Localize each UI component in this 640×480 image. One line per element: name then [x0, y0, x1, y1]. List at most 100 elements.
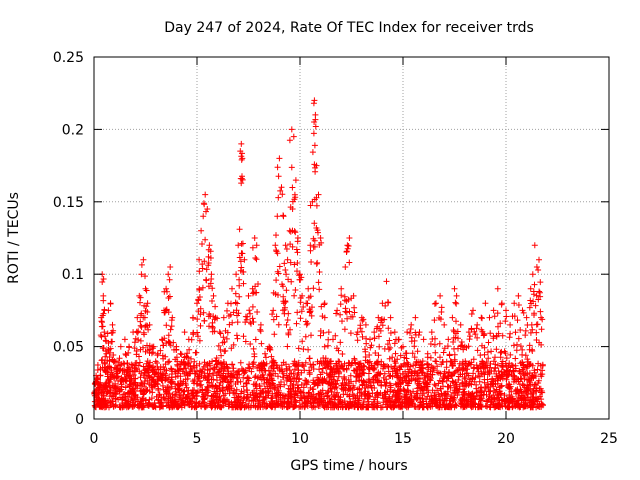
data-point	[197, 311, 204, 318]
data-point	[250, 345, 257, 352]
data-point	[148, 350, 155, 357]
data-point	[303, 378, 310, 384]
data-point	[294, 384, 301, 391]
data-point	[186, 359, 193, 366]
data-point	[110, 352, 117, 358]
data-point	[279, 191, 286, 198]
data-point	[300, 304, 307, 310]
data-point	[232, 290, 239, 297]
data-point	[251, 351, 258, 357]
data-point	[365, 359, 372, 366]
data-point	[495, 323, 501, 330]
data-point	[527, 297, 534, 304]
data-point	[228, 345, 235, 352]
data-point	[225, 370, 232, 377]
data-point	[335, 397, 341, 403]
data-point	[391, 340, 398, 347]
data-point	[324, 358, 331, 365]
y-axis-label: ROTI / TECUs	[6, 192, 22, 284]
data-point	[456, 383, 463, 390]
data-point	[353, 331, 360, 338]
data-point	[173, 347, 180, 353]
data-point	[419, 369, 426, 376]
data-point	[164, 288, 170, 295]
data-point	[236, 226, 243, 233]
data-point	[533, 264, 540, 270]
data-point	[178, 351, 185, 358]
data-point	[258, 367, 265, 373]
data-point	[204, 383, 211, 390]
data-point	[260, 396, 267, 403]
data-point	[477, 392, 484, 399]
data-point	[498, 383, 504, 390]
data-point	[102, 333, 108, 340]
data-point	[268, 403, 275, 410]
data-point	[403, 350, 410, 357]
data-point	[211, 316, 218, 323]
data-point	[165, 338, 172, 345]
data-point	[316, 286, 323, 293]
data-point	[415, 358, 422, 365]
data-point	[385, 346, 392, 353]
data-point	[333, 362, 340, 368]
data-point	[444, 343, 451, 350]
data-point	[236, 393, 242, 400]
data-point	[199, 387, 206, 394]
data-point	[144, 358, 151, 365]
data-point	[431, 381, 438, 388]
data-point	[271, 331, 278, 338]
data-point	[403, 396, 410, 403]
data-point	[497, 320, 504, 327]
data-point	[309, 149, 316, 156]
data-point	[253, 256, 260, 263]
data-point	[375, 352, 382, 359]
data-point	[194, 329, 201, 336]
data-point	[452, 402, 459, 409]
data-point	[503, 355, 510, 362]
data-point	[515, 335, 522, 342]
data-point	[492, 354, 498, 361]
data-point	[318, 391, 325, 398]
data-point	[292, 403, 298, 409]
data-point	[456, 360, 463, 367]
data-point	[346, 259, 353, 266]
data-point	[534, 366, 541, 373]
data-point	[368, 384, 375, 391]
data-point	[383, 278, 390, 285]
data-point	[103, 390, 110, 397]
data-point	[498, 382, 505, 389]
data-point	[461, 388, 468, 395]
data-point	[233, 386, 240, 393]
data-point	[344, 315, 351, 322]
data-point	[519, 381, 526, 388]
data-point	[394, 381, 401, 388]
data-point	[363, 335, 370, 342]
data-point	[154, 352, 161, 359]
data-point	[202, 191, 209, 198]
data-point	[211, 364, 218, 371]
data-point	[412, 368, 418, 375]
data-point	[441, 370, 448, 377]
data-point	[282, 267, 289, 273]
data-point	[538, 341, 545, 348]
data-point	[522, 403, 529, 409]
data-point	[247, 310, 253, 317]
data-point	[432, 358, 439, 365]
data-point	[308, 312, 315, 319]
data-point	[465, 343, 472, 350]
data-point	[426, 396, 433, 402]
data-point	[121, 336, 128, 343]
data-point	[267, 402, 274, 408]
data-point	[236, 282, 243, 289]
data-point	[382, 383, 389, 389]
data-point	[474, 364, 481, 371]
data-point	[333, 345, 340, 352]
data-point	[493, 346, 500, 353]
data-point	[527, 361, 534, 368]
data-point	[536, 289, 543, 296]
data-point	[416, 329, 423, 336]
data-point	[528, 402, 535, 409]
data-point	[165, 271, 172, 278]
data-point	[107, 374, 114, 381]
data-point	[529, 348, 536, 354]
